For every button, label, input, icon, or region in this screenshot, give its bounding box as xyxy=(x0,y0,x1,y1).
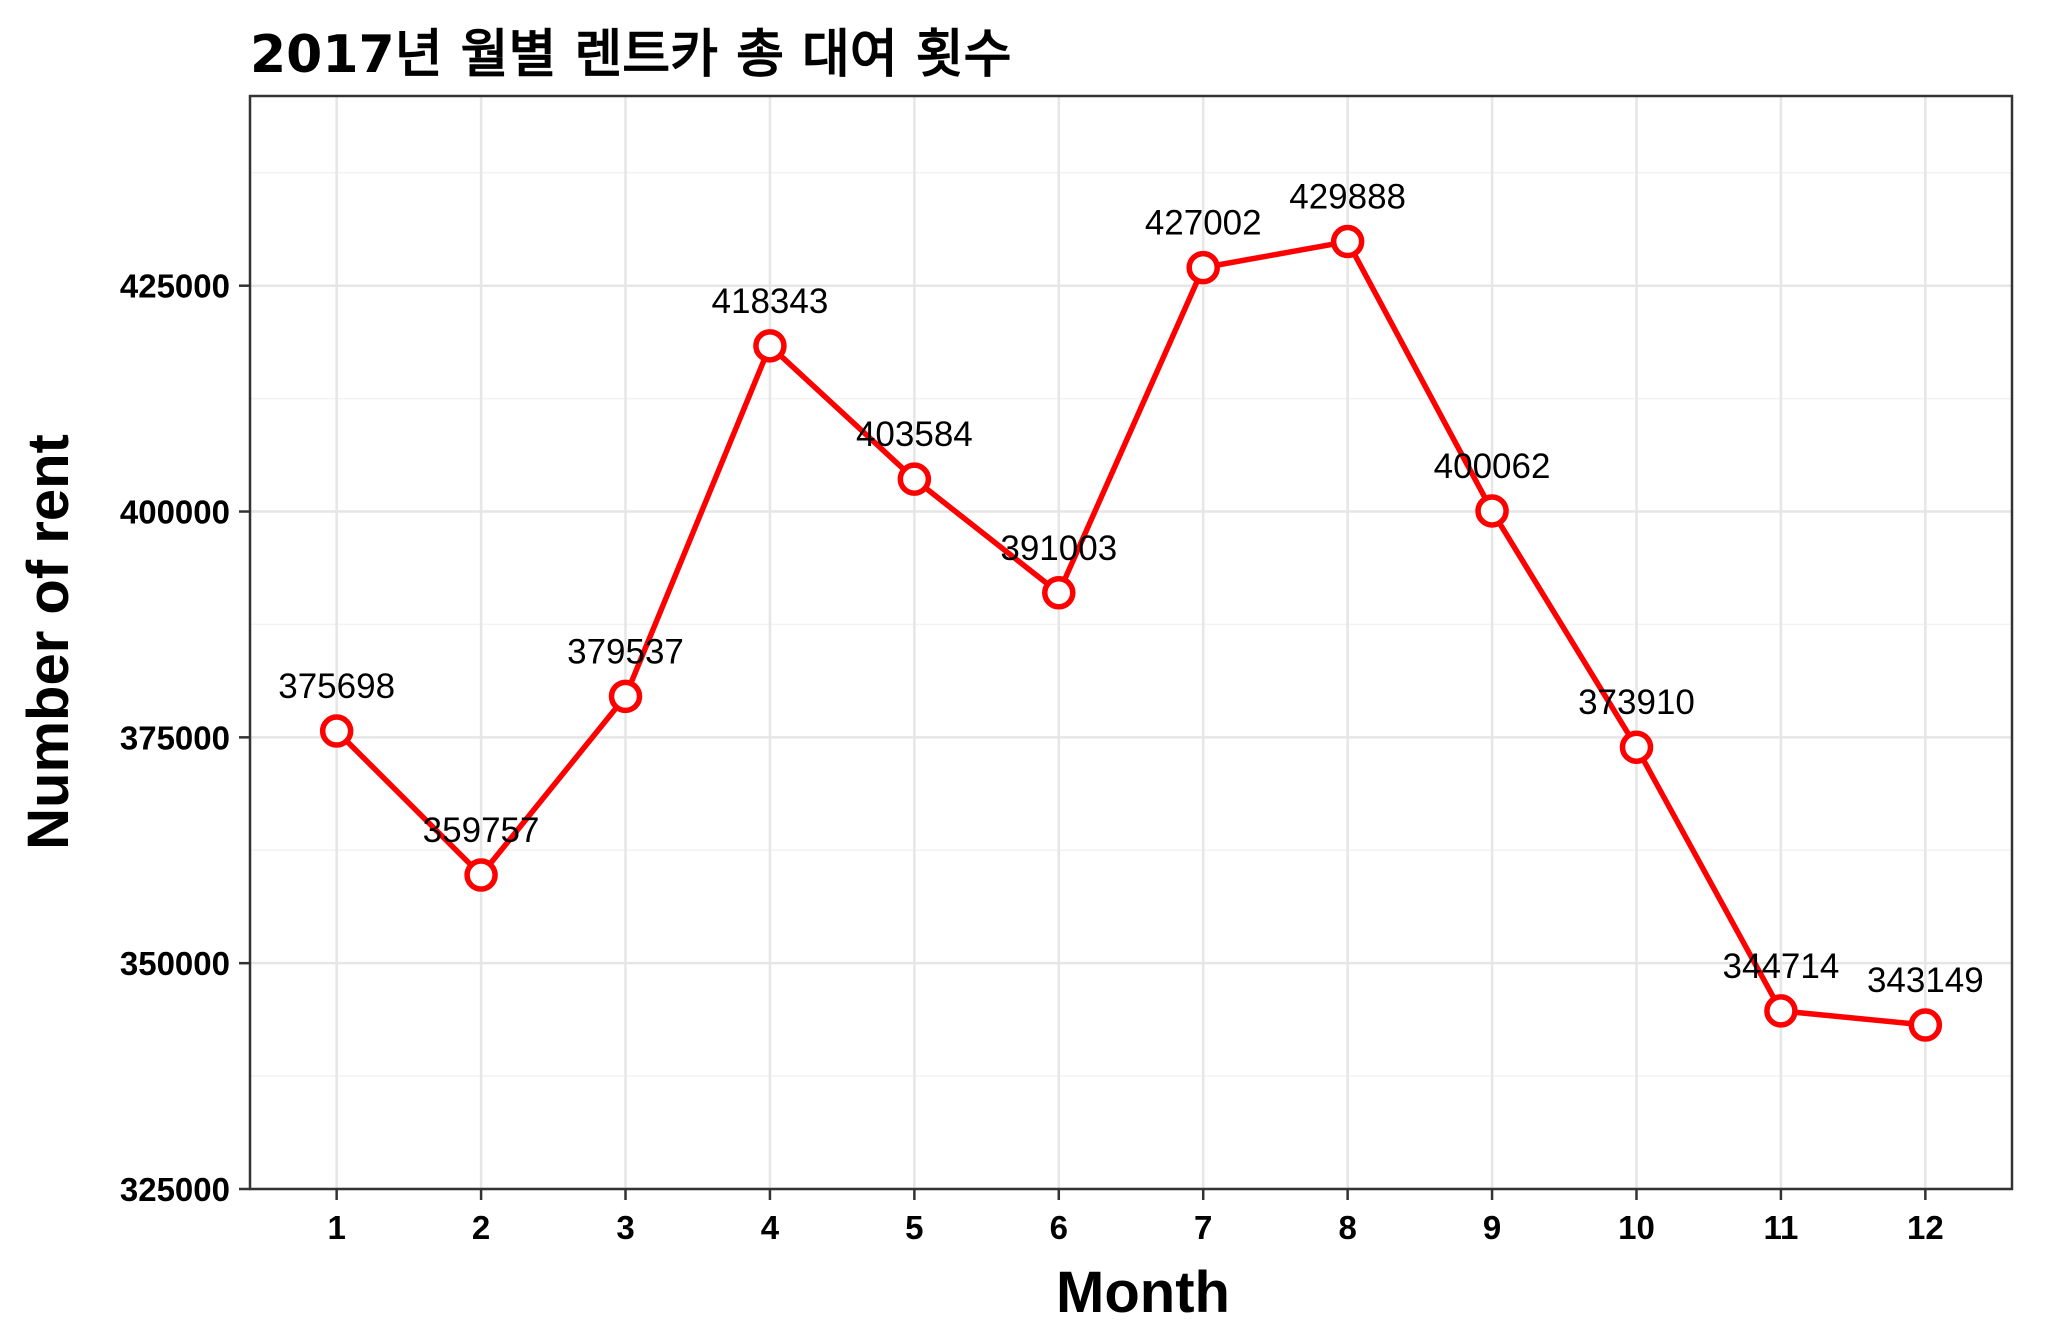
y-tick-label: 425000 xyxy=(120,268,230,305)
y-tick-label: 375000 xyxy=(120,719,230,756)
data-label: 400062 xyxy=(1434,447,1551,486)
data-point xyxy=(1764,994,1798,1028)
y-tick-label: 350000 xyxy=(120,945,230,982)
x-tick-label: 7 xyxy=(1194,1209,1212,1246)
data-point xyxy=(1330,224,1365,259)
series-line xyxy=(333,238,1929,1028)
data-label: 343149 xyxy=(1867,961,1984,1000)
x-tick-label: 5 xyxy=(905,1209,923,1246)
y-tick-label: 400000 xyxy=(120,494,230,531)
grid xyxy=(250,96,2012,1191)
x-tick-label: 1 xyxy=(327,1209,345,1246)
data-label: 418343 xyxy=(712,282,829,321)
data-point xyxy=(1475,494,1509,528)
data-label: 391003 xyxy=(1000,529,1117,568)
data-label: 427002 xyxy=(1145,204,1262,243)
x-axis-title: Month xyxy=(1056,1260,1230,1325)
data-point xyxy=(897,462,932,496)
data-label: 373910 xyxy=(1578,683,1695,722)
y-tick-label: 325000 xyxy=(120,1171,230,1208)
data-label: 359757 xyxy=(423,811,540,850)
data-label: 375698 xyxy=(278,667,395,706)
x-tick-label: 4 xyxy=(761,1209,780,1246)
data-point xyxy=(1186,250,1220,285)
data-label: 403584 xyxy=(856,415,973,454)
data-point xyxy=(608,679,643,714)
data-point xyxy=(753,329,787,363)
x-tick-label: 10 xyxy=(1618,1209,1655,1246)
x-axis-ticks: 1 2 3 4 5 6 7 8 9 10 11 12 xyxy=(327,1189,1944,1246)
series-line-layer xyxy=(333,238,1929,1028)
data-point xyxy=(1042,576,1076,610)
x-tick-label: 2 xyxy=(472,1209,490,1246)
x-tick-label: 9 xyxy=(1483,1209,1501,1246)
data-points xyxy=(319,224,1943,1042)
chart-title: 2017년 월별 렌트카 총 대여 횟수 xyxy=(250,25,1012,85)
data-label: 379537 xyxy=(567,632,684,671)
x-tick-label: 8 xyxy=(1338,1209,1356,1246)
y-axis-ticks: 325000 350000 375000 400000 425000 xyxy=(120,268,250,1208)
data-label: 429888 xyxy=(1289,178,1406,217)
data-label: 344714 xyxy=(1723,947,1840,986)
x-tick-label: 12 xyxy=(1907,1209,1944,1246)
data-point xyxy=(319,714,354,748)
x-tick-label: 6 xyxy=(1050,1209,1068,1246)
x-tick-label: 11 xyxy=(1763,1209,1798,1246)
data-labels: 375698 359757 379537 418343 403584 391003 4270… xyxy=(278,178,1983,1001)
data-point xyxy=(1619,730,1654,764)
plot-panel-border xyxy=(248,94,2014,1191)
y-axis-title: Number of rent xyxy=(16,434,81,850)
data-point xyxy=(1908,1008,1943,1042)
x-tick-label: 3 xyxy=(616,1209,634,1246)
data-point xyxy=(464,858,498,892)
